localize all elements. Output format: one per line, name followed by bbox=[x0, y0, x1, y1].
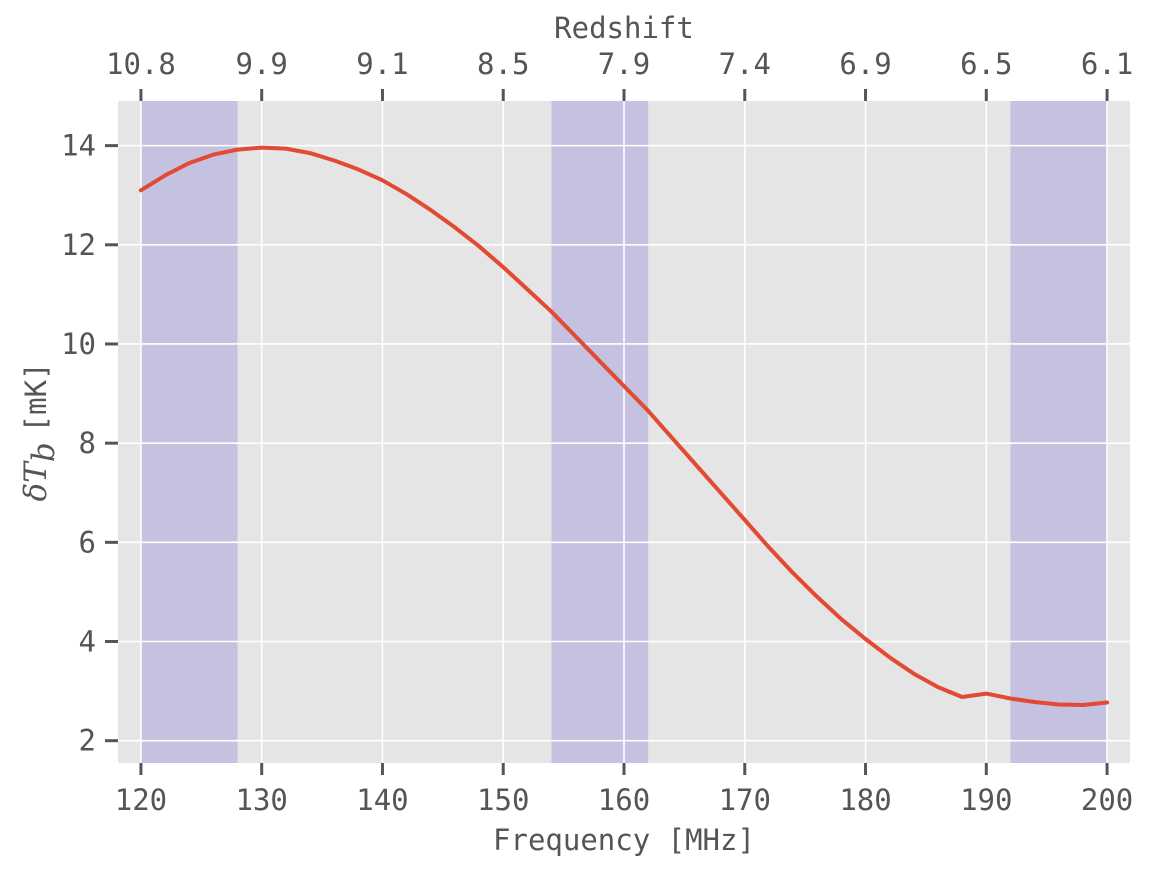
grid-lines bbox=[118, 101, 1130, 763]
svg-text:δTb[mK]: δTb [mK] bbox=[18, 362, 62, 501]
top-tick-label: 10.8 bbox=[106, 47, 176, 81]
x-axis-label: Frequency [MHz] bbox=[493, 823, 755, 857]
shaded-band-1 bbox=[140, 101, 238, 763]
top-tick-label: 6.9 bbox=[839, 47, 891, 81]
y-axis-label: δTb [mK] bbox=[18, 362, 62, 501]
x-tick-label: 160 bbox=[598, 783, 650, 817]
top-tick-label: 7.9 bbox=[598, 47, 650, 81]
series-layer bbox=[138, 145, 1110, 707]
top-tick-label: 8.5 bbox=[477, 47, 529, 81]
x-tick-label: 200 bbox=[1081, 783, 1133, 817]
top-tick-label: 6.5 bbox=[960, 47, 1012, 81]
x-tick-label: 170 bbox=[719, 783, 771, 817]
top-tick-label: 9.1 bbox=[356, 47, 408, 81]
y-tick-label: 10 bbox=[61, 327, 96, 361]
series-line-1 bbox=[138, 145, 1110, 707]
x-tick-label: 150 bbox=[477, 783, 529, 817]
y-tick-label: 12 bbox=[61, 228, 96, 262]
top-tick-label: 6.1 bbox=[1081, 47, 1133, 81]
y-tick-label: 2 bbox=[79, 724, 96, 758]
x-tick-label: 120 bbox=[115, 783, 167, 817]
y-tick-label: 14 bbox=[61, 129, 96, 163]
x-tick-label: 130 bbox=[236, 783, 288, 817]
bottom-axis: 120 130 140 150 160 170 180 190 200 bbox=[115, 763, 1133, 817]
y-axis-label-subscript: b bbox=[26, 442, 62, 462]
x-tick-label: 140 bbox=[356, 783, 408, 817]
top-axis-label: Redshift bbox=[554, 11, 694, 45]
y-axis-label-symbol: δT bbox=[18, 460, 54, 502]
shaded-band-2 bbox=[551, 101, 649, 763]
shaded-bands bbox=[140, 101, 1108, 763]
shaded-band-3 bbox=[1010, 101, 1108, 763]
top-axis: 10.8 9.9 9.1 8.5 7.9 7.4 6.9 6.5 6.1 bbox=[106, 47, 1133, 101]
y-axis-label-unit: [mK] bbox=[19, 362, 53, 432]
left-axis: 2 4 6 8 10 12 14 bbox=[61, 129, 118, 758]
top-tick-label: 9.9 bbox=[236, 47, 288, 81]
y-tick-label: 4 bbox=[79, 625, 96, 659]
y-tick-label: 6 bbox=[79, 525, 96, 559]
top-tick-label: 7.4 bbox=[719, 47, 771, 81]
x-tick-label: 180 bbox=[839, 783, 891, 817]
x-tick-label: 190 bbox=[960, 783, 1012, 817]
y-tick-label: 8 bbox=[79, 426, 96, 460]
